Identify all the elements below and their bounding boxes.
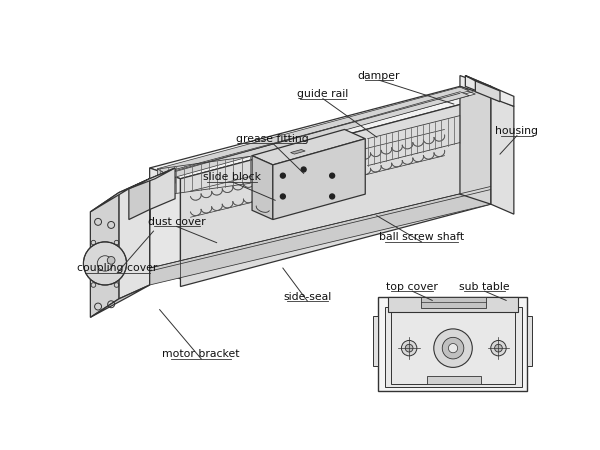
Polygon shape [491, 96, 514, 214]
Circle shape [448, 343, 458, 353]
Text: top cover: top cover [386, 282, 438, 292]
Text: ball screw shaft: ball screw shaft [379, 232, 464, 242]
Polygon shape [149, 168, 181, 279]
Polygon shape [466, 76, 491, 96]
Polygon shape [129, 168, 175, 189]
Polygon shape [475, 81, 500, 102]
Polygon shape [385, 306, 521, 387]
Circle shape [301, 167, 306, 172]
Polygon shape [460, 76, 514, 106]
Polygon shape [149, 168, 175, 210]
Text: sub table: sub table [459, 282, 510, 292]
Polygon shape [466, 76, 500, 91]
Text: grease fitting: grease fitting [236, 134, 309, 144]
Polygon shape [169, 173, 175, 183]
Text: housing: housing [496, 126, 538, 136]
Text: coupling cover: coupling cover [77, 263, 157, 273]
Polygon shape [427, 376, 481, 383]
Polygon shape [252, 130, 365, 165]
Polygon shape [181, 96, 491, 287]
Polygon shape [91, 179, 149, 212]
Polygon shape [252, 156, 273, 220]
Polygon shape [157, 87, 469, 173]
Circle shape [107, 256, 115, 264]
Text: dust cover: dust cover [148, 217, 205, 227]
Polygon shape [157, 169, 164, 179]
Circle shape [434, 329, 472, 367]
Circle shape [442, 338, 464, 359]
Polygon shape [379, 297, 527, 391]
Polygon shape [388, 297, 518, 312]
Polygon shape [129, 179, 149, 220]
Circle shape [401, 341, 417, 356]
Polygon shape [421, 297, 486, 308]
Circle shape [280, 173, 286, 178]
Circle shape [491, 341, 506, 356]
Polygon shape [290, 149, 305, 154]
Text: guide rail: guide rail [297, 89, 349, 99]
Text: damper: damper [358, 71, 400, 81]
Polygon shape [149, 186, 491, 285]
Text: slide block: slide block [203, 172, 261, 182]
Polygon shape [161, 88, 475, 176]
Circle shape [280, 194, 286, 199]
Polygon shape [273, 139, 365, 220]
Polygon shape [169, 92, 469, 177]
Circle shape [329, 194, 335, 199]
Circle shape [405, 344, 413, 352]
Polygon shape [373, 316, 379, 366]
Circle shape [494, 344, 502, 352]
Polygon shape [119, 179, 149, 299]
Polygon shape [149, 86, 491, 179]
Text: side-seal: side-seal [283, 292, 332, 302]
Polygon shape [460, 86, 491, 204]
Polygon shape [91, 285, 149, 317]
Text: motor bracket: motor bracket [163, 349, 240, 359]
Circle shape [329, 173, 335, 178]
Circle shape [83, 242, 127, 285]
Polygon shape [527, 316, 532, 366]
Polygon shape [91, 193, 119, 317]
